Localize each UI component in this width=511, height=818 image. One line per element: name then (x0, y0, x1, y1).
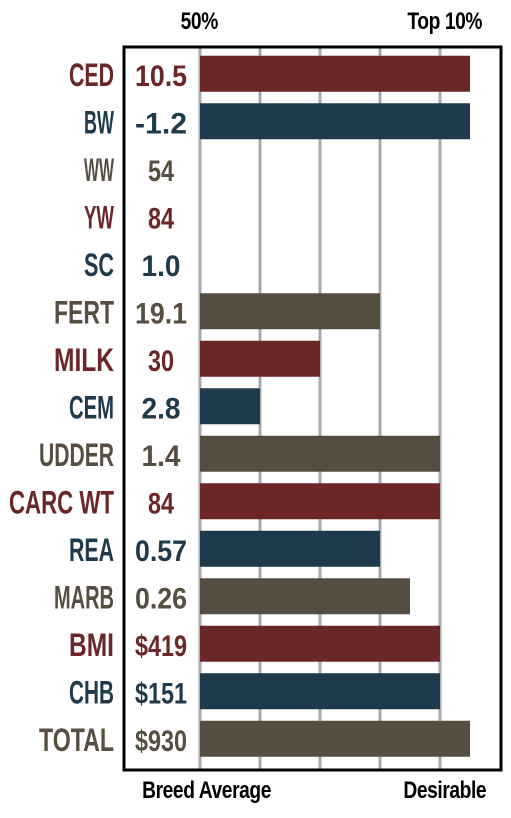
value-label: 54 (148, 155, 174, 188)
labels: CED 10.5 BW -1.2 WW 54 YW 84 SC 1.0 FERT 19.1 MILK 30… (9, 57, 187, 758)
bars (200, 55, 470, 757)
value-label: 84 (148, 487, 174, 520)
value-label: 1.0 (142, 250, 181, 283)
value-label: 84 (148, 202, 174, 235)
value-label: 10.5 (135, 60, 187, 93)
bar-ced (200, 55, 470, 92)
top-left-label: 50% (180, 8, 219, 35)
trait-label: FERT (54, 294, 114, 330)
value-label: $151 (135, 677, 187, 710)
bar-total (200, 720, 470, 757)
value-label: 1.4 (142, 440, 181, 473)
value-label: 30 (148, 345, 174, 378)
trait-label: UDDER (39, 437, 114, 473)
bar-milk (200, 340, 320, 377)
bar-fert (200, 293, 380, 330)
bar-chb (200, 673, 440, 710)
trait-label: TOTAL (39, 722, 114, 758)
trait-label: MARB (54, 579, 114, 615)
bar-udder (200, 435, 440, 472)
value-label: $930 (135, 725, 187, 758)
trait-label: REA (69, 532, 114, 568)
value-label: 2.8 (142, 392, 181, 425)
value-label: $419 (135, 630, 187, 663)
trait-label: MILK (54, 342, 114, 378)
value-label: 0.26 (135, 582, 187, 615)
bar-marb (200, 578, 410, 615)
trait-label: YW (84, 199, 114, 235)
top-right-label: Top 10% (407, 8, 483, 35)
value-label: 19.1 (135, 297, 187, 330)
trait-label: SC (84, 247, 114, 283)
trait-label: BW (84, 104, 114, 140)
trait-label: CEM (69, 389, 114, 425)
bottom-right-label: Desirable (403, 777, 487, 804)
bar-bmi (200, 625, 440, 662)
bar-rea (200, 530, 380, 567)
trait-label: WW (84, 152, 114, 188)
bottom-left-label: Breed Average (142, 777, 272, 804)
bar-carc-wt (200, 483, 440, 520)
trait-label: CHB (69, 674, 114, 710)
chart-frame (122, 45, 503, 772)
trait-label: CED (69, 57, 114, 93)
value-label: -1.2 (135, 107, 187, 140)
trait-label: CARC WT (9, 484, 114, 520)
trait-label: BMI (69, 627, 114, 663)
bar-cem (200, 388, 260, 425)
bar-bw (200, 103, 470, 140)
value-label: 0.57 (135, 535, 187, 568)
